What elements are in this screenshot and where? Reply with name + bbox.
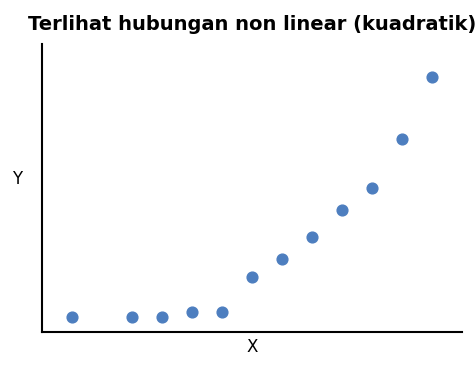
Point	[337, 207, 345, 213]
Point	[278, 256, 285, 262]
Point	[158, 314, 166, 320]
Point	[68, 314, 76, 320]
Point	[218, 309, 226, 315]
Title: Terlihat hubungan non linear (kuadratik): Terlihat hubungan non linear (kuadratik)	[28, 15, 475, 34]
Point	[248, 274, 256, 280]
X-axis label: X: X	[246, 338, 257, 356]
Point	[367, 185, 375, 191]
Point	[427, 74, 435, 80]
Point	[128, 314, 136, 320]
Point	[188, 309, 196, 315]
Y-axis label: Y: Y	[12, 170, 22, 188]
Point	[307, 234, 315, 240]
Point	[397, 137, 405, 142]
